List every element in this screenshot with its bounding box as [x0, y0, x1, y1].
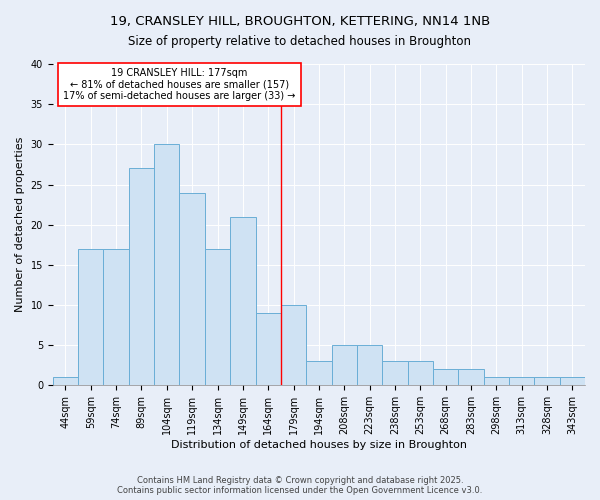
Text: 19, CRANSLEY HILL, BROUGHTON, KETTERING, NN14 1NB: 19, CRANSLEY HILL, BROUGHTON, KETTERING,… — [110, 15, 490, 28]
Bar — [509, 378, 535, 386]
Bar — [78, 249, 103, 386]
Bar — [306, 361, 332, 386]
Bar — [382, 361, 407, 386]
Bar — [205, 249, 230, 386]
Bar — [129, 168, 154, 386]
Text: Contains HM Land Registry data © Crown copyright and database right 2025.
Contai: Contains HM Land Registry data © Crown c… — [118, 476, 482, 495]
X-axis label: Distribution of detached houses by size in Broughton: Distribution of detached houses by size … — [171, 440, 467, 450]
Bar — [357, 345, 382, 386]
Bar — [332, 345, 357, 386]
Bar — [484, 378, 509, 386]
Bar — [281, 305, 306, 386]
Bar — [154, 144, 179, 386]
Bar — [103, 249, 129, 386]
Bar — [560, 378, 585, 386]
Bar — [433, 370, 458, 386]
Bar — [179, 192, 205, 386]
Bar — [53, 378, 78, 386]
Bar — [256, 313, 281, 386]
Y-axis label: Number of detached properties: Number of detached properties — [15, 137, 25, 312]
Bar — [458, 370, 484, 386]
Bar — [230, 216, 256, 386]
Bar — [407, 361, 433, 386]
Text: Size of property relative to detached houses in Broughton: Size of property relative to detached ho… — [128, 35, 472, 48]
Bar — [535, 378, 560, 386]
Text: 19 CRANSLEY HILL: 177sqm
← 81% of detached houses are smaller (157)
17% of semi-: 19 CRANSLEY HILL: 177sqm ← 81% of detach… — [64, 68, 296, 101]
